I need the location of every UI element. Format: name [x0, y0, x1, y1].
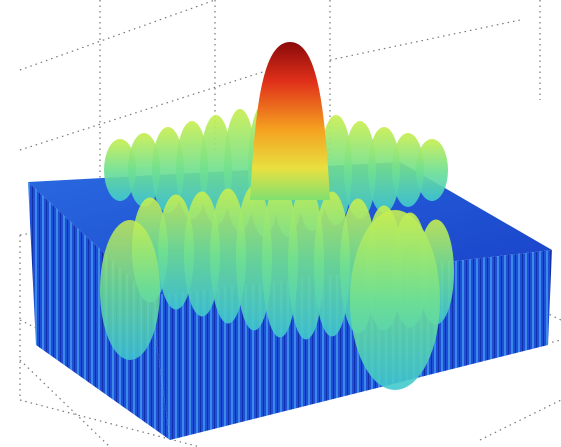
ridge-bump — [184, 191, 220, 317]
ridge-bump — [392, 133, 424, 207]
side-lobe — [350, 210, 440, 390]
ridge-bump — [158, 194, 194, 310]
grid-line — [329, 19, 521, 61]
ridge-bump — [210, 188, 246, 324]
block-left — [28, 182, 170, 440]
ridge-bump — [262, 182, 298, 338]
grid-line — [479, 399, 561, 441]
central-peak — [250, 42, 330, 200]
ridge-bump — [104, 139, 136, 201]
ridge-bump — [288, 184, 324, 340]
ridge-bump — [416, 139, 448, 201]
ridge-bump — [128, 133, 160, 207]
ridge-bump — [344, 121, 376, 219]
ridge-bump — [368, 127, 400, 213]
grid-line — [19, 0, 216, 71]
ridge-bump — [314, 191, 350, 337]
ridge-bump — [236, 185, 272, 331]
side-lobe — [100, 220, 160, 360]
surface — [28, 42, 552, 440]
grid-line — [19, 319, 41, 331]
ridge-bump — [152, 127, 184, 213]
